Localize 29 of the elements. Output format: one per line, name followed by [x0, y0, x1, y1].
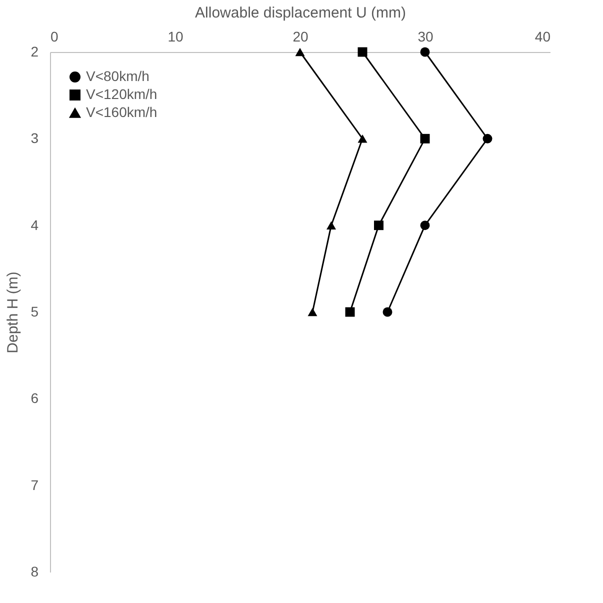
point — [358, 134, 368, 143]
y-tick-label: 7 — [30, 476, 39, 493]
legend-label: V<120km/h — [86, 86, 158, 102]
point — [420, 220, 430, 230]
legend-label: V<160km/h — [86, 104, 158, 120]
y-tick-label: 4 — [30, 216, 39, 233]
point — [382, 307, 392, 317]
point — [308, 308, 318, 316]
x-tick-label: 0 — [50, 28, 58, 44]
legend-label: V<80km/h — [86, 68, 150, 84]
y-tick-label: 6 — [30, 390, 39, 406]
point — [345, 307, 355, 317]
y-tick-label: 8 — [30, 564, 39, 580]
y-axis-title: Depth H (m) — [4, 272, 22, 354]
x-tick-label: 30 — [418, 28, 434, 44]
x-tick-label: 10 — [168, 28, 184, 44]
y-tick-label: 2 — [30, 44, 39, 60]
y-tick-label: 3 — [30, 130, 39, 146]
x-tick-label: 40 — [534, 28, 551, 44]
point — [420, 134, 430, 144]
x-tick-label: 20 — [292, 28, 308, 44]
point — [374, 220, 384, 230]
point — [326, 221, 336, 230]
x-axis-title: Allowable displacement U (mm) — [195, 4, 406, 22]
point — [295, 48, 305, 56]
point — [420, 47, 430, 57]
point — [358, 47, 368, 57]
y-tick-label: 5 — [30, 304, 39, 320]
point — [482, 134, 492, 144]
